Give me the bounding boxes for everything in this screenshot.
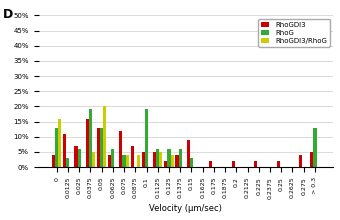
Bar bbox=[153, 152, 156, 167]
Bar bbox=[254, 161, 257, 167]
Bar bbox=[122, 155, 125, 167]
Bar bbox=[145, 109, 148, 167]
Bar bbox=[167, 149, 171, 167]
Bar bbox=[66, 158, 69, 167]
Bar bbox=[55, 128, 58, 167]
Text: D: D bbox=[3, 8, 14, 21]
Bar bbox=[175, 155, 178, 167]
Bar bbox=[142, 152, 145, 167]
Legend: RhoGDI3, RhoG, RhoGDI3/RhoG: RhoGDI3, RhoG, RhoGDI3/RhoG bbox=[258, 19, 329, 47]
Bar bbox=[58, 119, 62, 167]
Bar bbox=[190, 158, 193, 167]
Bar bbox=[100, 128, 103, 167]
Bar bbox=[171, 155, 174, 167]
Bar bbox=[119, 131, 122, 167]
Bar bbox=[137, 155, 140, 167]
Bar bbox=[63, 134, 66, 167]
X-axis label: Velocity (µm/sec): Velocity (µm/sec) bbox=[149, 204, 222, 213]
Bar bbox=[89, 109, 92, 167]
Bar bbox=[310, 152, 313, 167]
Bar bbox=[74, 146, 78, 167]
Bar bbox=[108, 155, 111, 167]
Bar bbox=[97, 128, 100, 167]
Bar bbox=[111, 149, 114, 167]
Bar bbox=[164, 161, 167, 167]
Bar bbox=[125, 155, 129, 167]
Bar bbox=[78, 149, 81, 167]
Bar bbox=[159, 152, 163, 167]
Bar bbox=[209, 161, 212, 167]
Bar bbox=[52, 155, 55, 167]
Bar bbox=[103, 106, 106, 167]
Bar bbox=[313, 128, 317, 167]
Bar bbox=[276, 161, 280, 167]
Bar bbox=[156, 149, 159, 167]
Bar bbox=[178, 149, 182, 167]
Bar bbox=[187, 140, 190, 167]
Bar bbox=[232, 161, 235, 167]
Bar bbox=[131, 146, 134, 167]
Bar bbox=[86, 119, 89, 167]
Bar bbox=[92, 152, 95, 167]
Bar bbox=[299, 155, 302, 167]
